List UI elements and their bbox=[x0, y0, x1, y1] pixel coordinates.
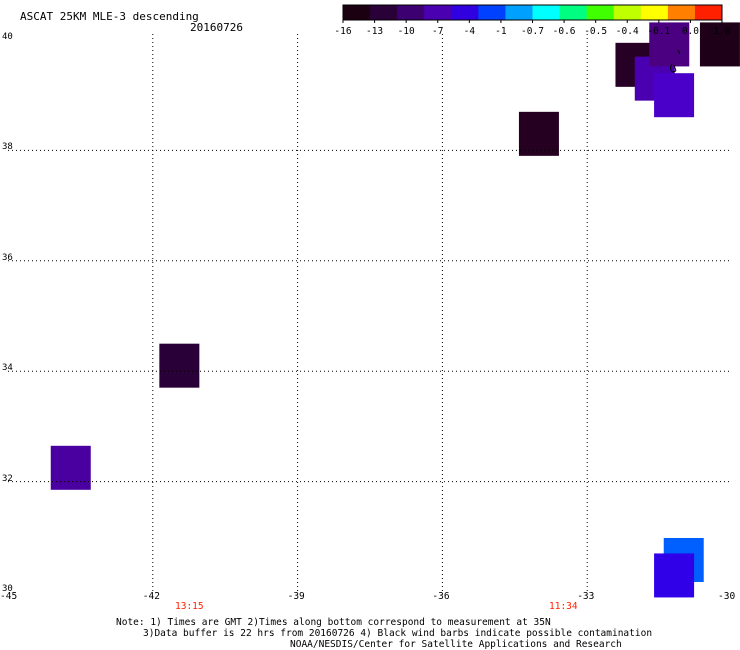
wind-barbs bbox=[670, 49, 681, 73]
time-label: 11:34 bbox=[549, 601, 578, 612]
colorbar-label: -0.1 bbox=[647, 26, 671, 37]
wind-cell bbox=[654, 553, 695, 598]
latitude-label: 38 bbox=[2, 142, 13, 153]
colorbar-swatch bbox=[694, 5, 723, 20]
colorbar bbox=[342, 4, 723, 23]
wind-barb-icon bbox=[677, 49, 681, 55]
wind-cell bbox=[159, 343, 200, 388]
note-line-1: Note: 1) Times are GMT 2)Times along bot… bbox=[116, 617, 551, 628]
colorbar-swatch bbox=[424, 5, 452, 20]
latitude-label: 40 bbox=[2, 32, 13, 42]
colorbar-label: -0.6 bbox=[552, 26, 576, 37]
lat-lon-grid bbox=[8, 34, 732, 592]
map-date: 20160726 bbox=[190, 21, 243, 34]
time-label: 13:15 bbox=[175, 601, 204, 612]
colorbar-label: -7 bbox=[432, 26, 444, 37]
colorbar-swatch bbox=[505, 5, 533, 20]
colorbar-swatch bbox=[532, 5, 561, 20]
colorbar-label: -13 bbox=[365, 26, 384, 37]
longitude-label: -30 bbox=[718, 591, 736, 602]
colorbar-swatch bbox=[586, 5, 615, 20]
note-line-3: NOAA/NESDIS/Center for Satellite Applica… bbox=[290, 639, 622, 650]
latitude-label: 34 bbox=[2, 363, 13, 374]
wind-cells bbox=[50, 22, 740, 598]
colorbar-label: 0.0 bbox=[681, 26, 699, 37]
latitude-label: 30 bbox=[2, 584, 13, 594]
colorbar-label: 1.0 bbox=[713, 26, 731, 37]
wind-cell bbox=[50, 445, 91, 490]
note-line-2: 3)Data buffer is 22 hrs from 20160726 4)… bbox=[143, 628, 653, 639]
colorbar-label: -1 bbox=[495, 26, 507, 37]
colorbar-swatch bbox=[478, 5, 506, 20]
colorbar-swatch bbox=[640, 5, 669, 20]
longitude-label: -42 bbox=[142, 591, 160, 602]
colorbar-swatch bbox=[667, 5, 696, 20]
colorbar-swatch bbox=[343, 5, 371, 20]
colorbar-swatch bbox=[397, 5, 425, 20]
wind-cell bbox=[699, 22, 740, 67]
colorbar-label: -10 bbox=[397, 26, 415, 37]
latitude-label: 32 bbox=[2, 473, 13, 484]
colorbar-swatch bbox=[613, 5, 642, 20]
longitude-label: -45 bbox=[0, 591, 18, 602]
longitude-label: -33 bbox=[577, 591, 595, 602]
longitude-label: -36 bbox=[432, 591, 450, 602]
colorbar-swatch bbox=[559, 5, 588, 20]
colorbar-label: -16 bbox=[334, 26, 352, 37]
wind-barb-icon bbox=[670, 63, 677, 73]
latitude-label: 36 bbox=[2, 252, 13, 263]
colorbar-swatch bbox=[451, 5, 479, 20]
longitude-label: -39 bbox=[287, 591, 305, 602]
wind-cell bbox=[649, 22, 690, 67]
colorbar-label: -0.5 bbox=[584, 26, 608, 37]
map-title: ASCAT 25KM MLE-3 descending bbox=[20, 10, 199, 23]
colorbar-swatch bbox=[370, 5, 398, 20]
colorbar-label: -0.7 bbox=[521, 26, 544, 37]
colorbar-label: -4 bbox=[463, 26, 476, 37]
wind-cell bbox=[654, 73, 695, 118]
wind-cell bbox=[518, 111, 559, 156]
colorbar-label: -0.4 bbox=[615, 26, 639, 37]
